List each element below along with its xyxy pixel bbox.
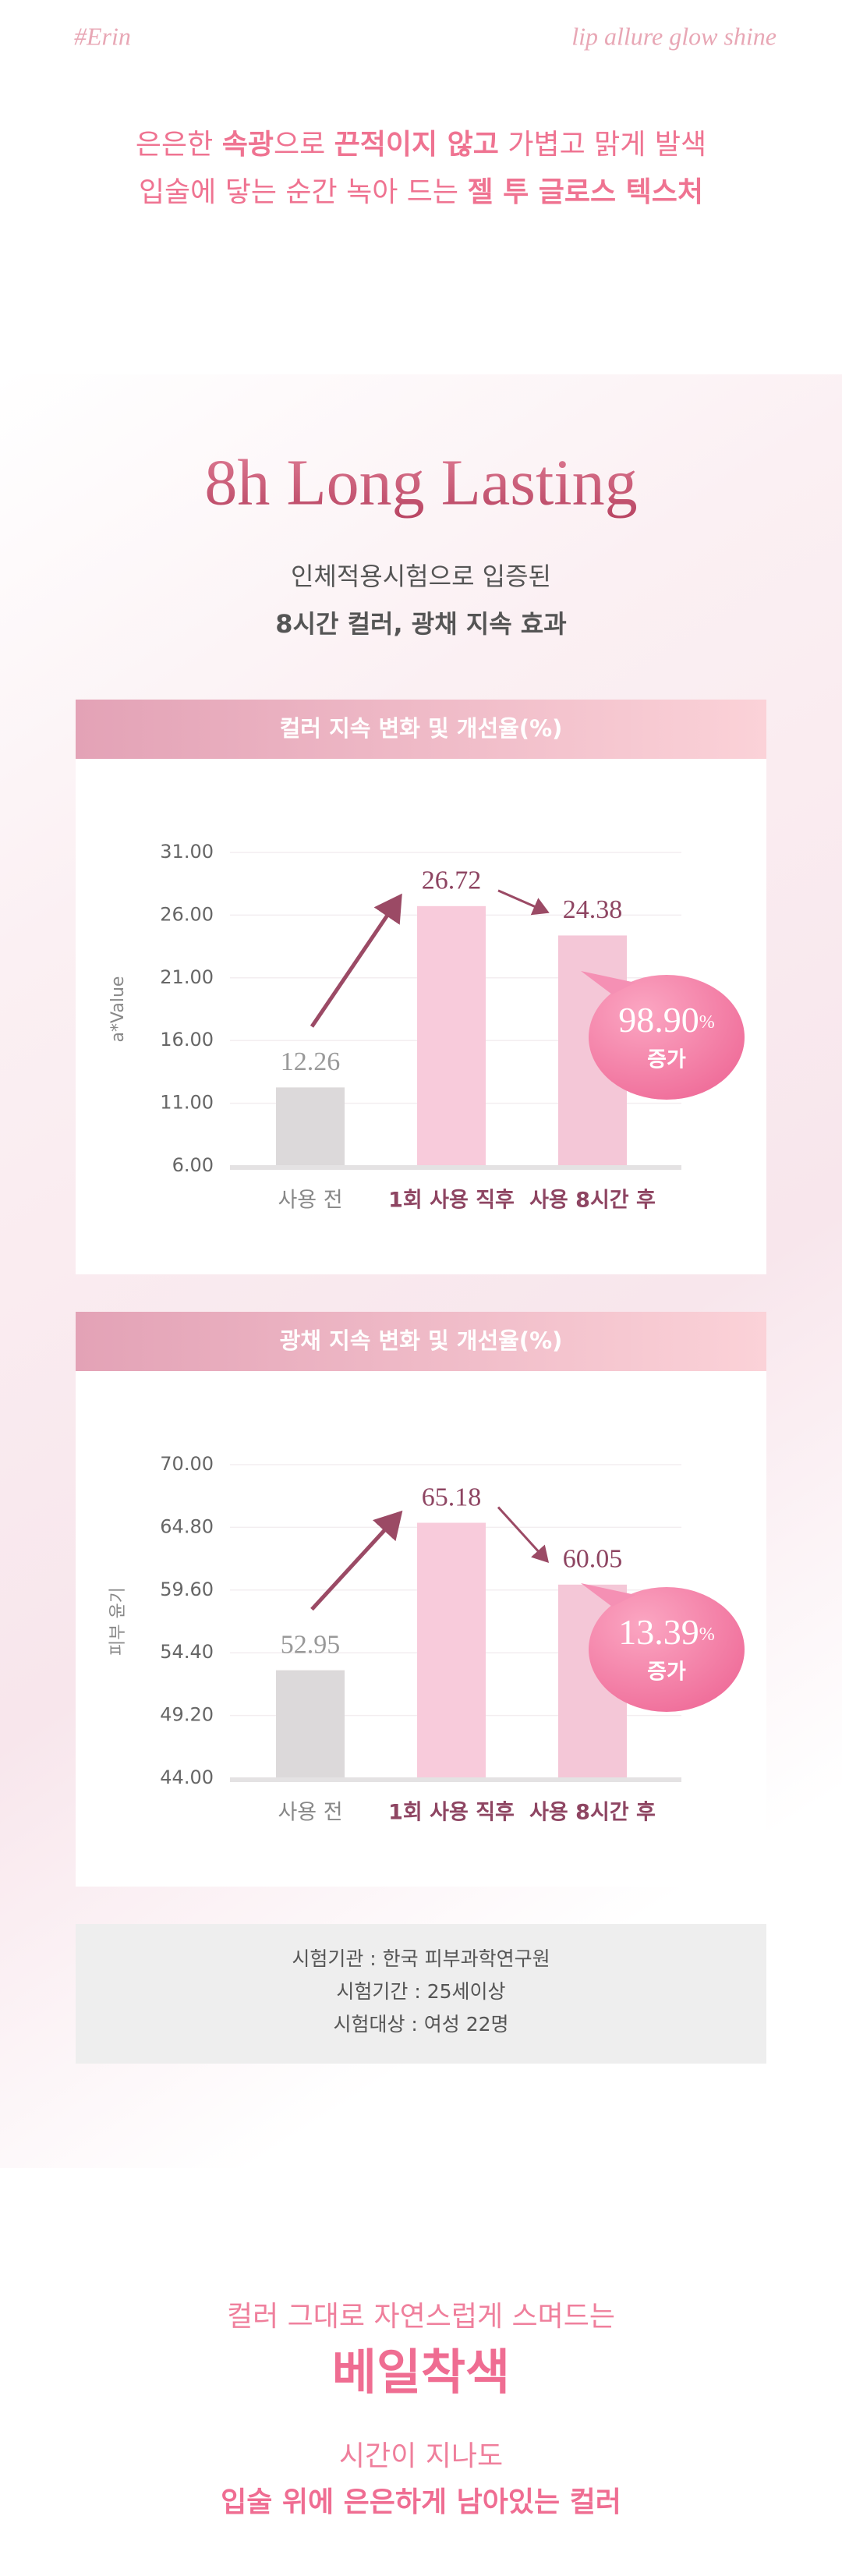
badge-number: 98.90 — [618, 1000, 699, 1040]
intro-segment: 은은한 — [136, 129, 222, 161]
bar — [276, 1670, 345, 1778]
badge-tail — [581, 971, 635, 994]
intro-segment: 가볍고 맑게 발색 — [499, 129, 706, 161]
badge-label: 증가 — [647, 1048, 686, 1072]
brand: #Erin — [74, 22, 131, 50]
intro-line: 입술에 닿는 순간 녹아 드는 젤 투 글로스 텍스처 — [139, 176, 703, 208]
chart-title: 컬러 지속 변화 및 개선율(%) — [280, 715, 563, 742]
category-label: 사용 전 — [278, 1189, 342, 1213]
section-title: 8h Long Lasting — [204, 446, 637, 519]
info-line: 시험기관 : 한국 피부과학연구원 — [292, 1947, 550, 1970]
bar — [417, 1522, 486, 1778]
section-subtitle-bold: 8시간 컬러, 광채 지속 효과 — [275, 609, 566, 639]
y-tick-label: 21.00 — [160, 966, 214, 988]
y-tick-label: 59.60 — [160, 1579, 214, 1600]
y-tick-label: 70.00 — [160, 1453, 214, 1475]
info-box — [76, 1924, 766, 2064]
badge — [589, 975, 745, 1100]
trend-arrow — [497, 1506, 550, 1564]
y-tick-label: 64.80 — [160, 1515, 214, 1537]
footer-line: 컬러 그대로 자연스럽게 스며드는 — [227, 2301, 615, 2333]
badge-value: 98.90% — [618, 1000, 715, 1040]
y-tick-label: 31.00 — [160, 841, 214, 863]
value-label: 65.18 — [422, 1483, 482, 1511]
info-line: 시험기간 : 25세이상 — [336, 1980, 505, 2003]
category-label: 1회 사용 직후 — [388, 1801, 515, 1825]
badge-value: 13.39% — [618, 1612, 715, 1652]
intro-segment: 입술에 닿는 순간 녹아 드는 — [139, 176, 468, 208]
trend-arrow — [310, 1510, 403, 1611]
badge-number: 13.39 — [618, 1612, 699, 1652]
badge-label: 증가 — [647, 1660, 686, 1685]
chart-header — [76, 1312, 766, 1371]
footer-line: 시간이 지나도 — [339, 2440, 503, 2472]
y-tick-label: 44.00 — [160, 1766, 214, 1788]
y-axis-label: 피부 윤기 — [108, 1587, 128, 1656]
trend-arrow — [310, 893, 402, 1028]
y-tick-label: 6.00 — [172, 1154, 214, 1176]
badge — [589, 1587, 745, 1712]
footer-line: 입술 위에 은은하게 남아있는 컬러 — [221, 2486, 621, 2518]
intro-segment: 속광 — [222, 129, 274, 161]
intro-segment: 젤 투 글로스 텍스처 — [467, 176, 703, 208]
value-label: 52.95 — [281, 1630, 341, 1659]
intro-line: 은은한 속광으로 끈적이지 않고 가볍고 맑게 발색 — [136, 129, 706, 161]
y-tick-label: 54.40 — [160, 1641, 214, 1663]
badge-tail — [581, 1583, 635, 1607]
y-tick-label: 16.00 — [160, 1029, 214, 1051]
category-label: 사용 8시간 후 — [529, 1189, 656, 1213]
chart-title: 광채 지속 변화 및 개선율(%) — [280, 1327, 563, 1354]
y-tick-label: 11.00 — [160, 1092, 214, 1114]
tagline: lip allure glow shine — [571, 22, 777, 50]
category-label: 1회 사용 직후 — [388, 1189, 515, 1213]
category-label: 사용 8시간 후 — [529, 1801, 656, 1825]
badge-unit: % — [699, 1625, 715, 1645]
intro-segment: 으로 — [274, 129, 334, 161]
value-label: 12.26 — [281, 1047, 341, 1076]
value-label: 26.72 — [422, 866, 482, 895]
y-tick-label: 49.20 — [160, 1704, 214, 1726]
section-subtitle: 인체적용시험으로 입증된 — [291, 562, 551, 591]
badge-unit: % — [699, 1012, 715, 1033]
footer-headline: 베일착색 — [332, 2344, 510, 2401]
bar — [276, 1087, 345, 1166]
value-label: 60.05 — [563, 1545, 623, 1574]
chart-header — [76, 700, 766, 759]
info-line: 시험대상 : 여성 22명 — [333, 2013, 508, 2036]
intro-segment: 끈적이지 않고 — [334, 129, 499, 161]
y-tick-label: 26.00 — [160, 903, 214, 925]
bar — [417, 905, 486, 1166]
category-label: 사용 전 — [278, 1801, 342, 1825]
value-label: 24.38 — [563, 895, 623, 924]
y-axis-label: a*Value — [108, 976, 128, 1043]
trend-arrow — [497, 889, 550, 916]
